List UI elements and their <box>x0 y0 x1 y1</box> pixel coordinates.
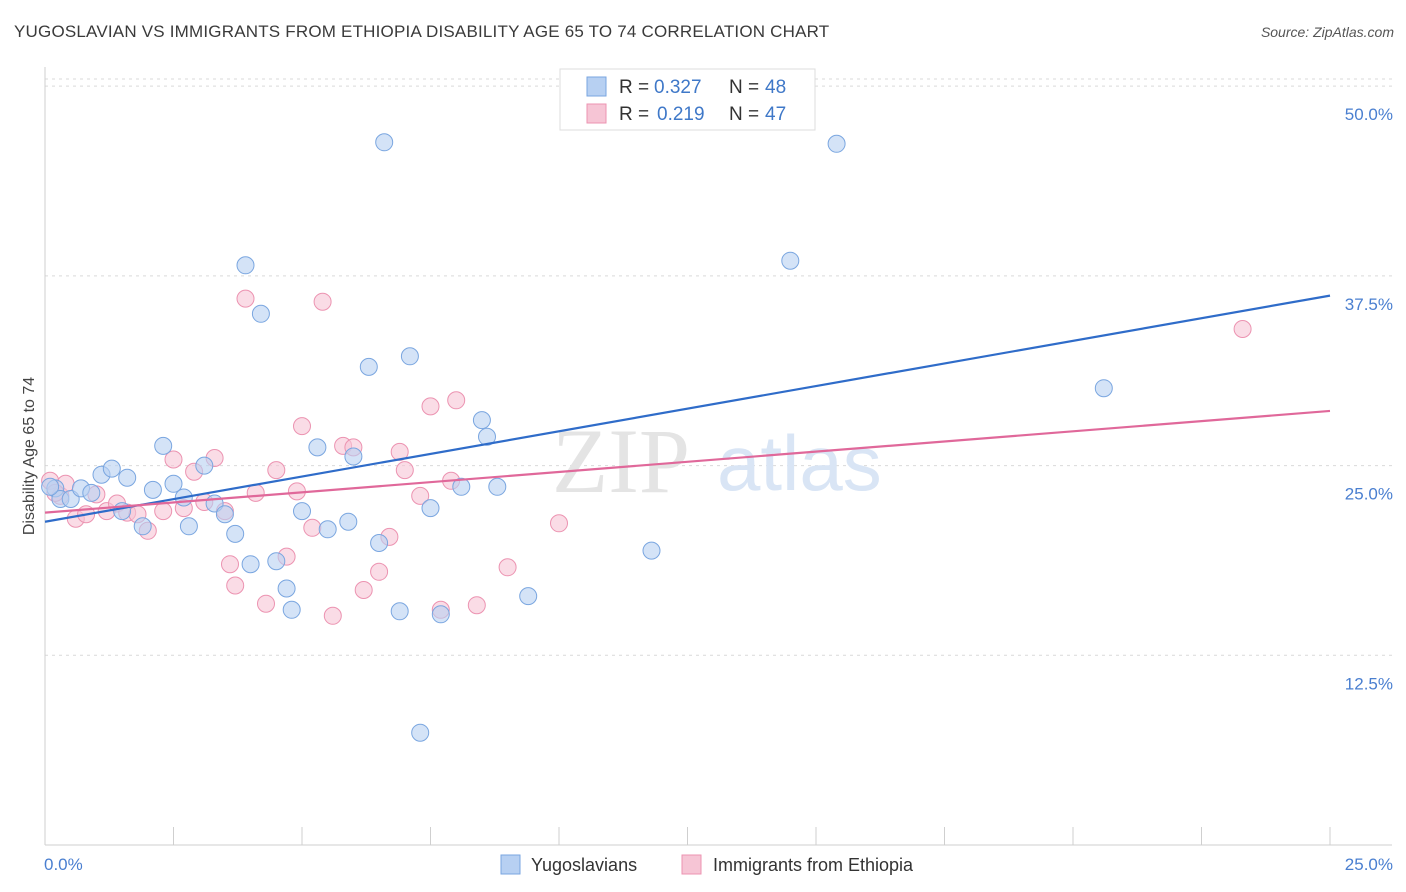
yugoslavian-point <box>472 411 491 430</box>
yugoslavian-point <box>370 534 389 552</box>
yugoslavian-point <box>375 133 394 152</box>
yugoslavian-point <box>431 605 450 624</box>
x-tick-label-max: 25.0% <box>1345 855 1393 874</box>
bottom-legend-swatch-pink <box>681 854 702 875</box>
yugoslavian-point <box>118 468 137 487</box>
ethiopia-point <box>447 391 466 410</box>
yugoslavian-point <box>478 427 496 446</box>
yugoslavian-point <box>293 502 311 521</box>
ethiopia-point <box>221 555 239 574</box>
ethiopia-point <box>293 417 311 436</box>
chart-title: YUGOSLAVIAN VS IMMIGRANTS FROM ETHIOPIA … <box>14 22 830 41</box>
legend-n-label-1: N = <box>729 77 759 98</box>
legend-swatch-blue <box>586 76 607 97</box>
watermark-atlas: atlas <box>717 419 882 507</box>
yugoslavian-point <box>642 541 661 560</box>
ethiopia-point <box>313 292 332 311</box>
ethiopia-point <box>236 289 255 308</box>
ethiopia-point <box>550 514 568 533</box>
ethiopia-point <box>421 397 440 416</box>
ethiopia-point <box>323 606 342 625</box>
ethiopia-point <box>467 596 486 615</box>
x-tick-label-min: 0.0% <box>44 855 83 874</box>
yugoslavian-point <box>164 474 183 493</box>
ethiopia-point <box>246 483 265 502</box>
yugoslavian-point <box>133 517 152 536</box>
y-tick-label: 50.0% <box>1345 105 1393 124</box>
watermark-zip: ZIP <box>552 410 690 512</box>
yugoslavian-point <box>282 600 301 619</box>
yugoslavian-point <box>102 459 121 478</box>
ethiopia-point <box>1233 320 1252 338</box>
y-tick-label: 37.5% <box>1345 295 1393 314</box>
bottom-legend-label-ethiopia: Immigrants from Ethiopia <box>713 855 914 875</box>
ethiopia-point <box>154 502 173 521</box>
ethiopia-point <box>498 558 517 577</box>
yugoslavian-point <box>215 505 234 524</box>
y-tick-label: 12.5% <box>1345 674 1393 693</box>
legend-r-label-1: R = <box>619 77 649 98</box>
legend-r-label-2: R = <box>619 104 649 125</box>
yugoslavian-point <box>318 520 337 539</box>
yugoslavian-point <box>390 602 409 621</box>
yugoslavian-point <box>277 579 296 598</box>
yugoslavian-point <box>267 552 286 571</box>
yugoslavian-point <box>179 517 198 536</box>
yugoslavian-point <box>1094 379 1113 398</box>
legend-n-value-2: 47 <box>765 104 786 125</box>
yugoslavian-point <box>82 483 101 502</box>
ethiopia-point <box>226 576 245 595</box>
yugoslavian-point <box>827 134 846 153</box>
series-yugoslavians-points <box>41 133 1113 742</box>
yugoslavian-point <box>344 447 363 466</box>
ethiopia-point <box>354 581 373 599</box>
ethiopia-point <box>257 594 275 613</box>
yugoslavian-point <box>241 555 260 574</box>
ethiopia-point <box>164 450 183 469</box>
legend-n-value-1: 48 <box>765 77 786 98</box>
bottom-legend: Yugoslavians Immigrants from Ethiopia <box>500 854 914 875</box>
yugoslavian-point <box>195 456 214 475</box>
y-tick-label: 25.0% <box>1345 485 1393 504</box>
ethiopia-trend-line <box>44 409 1331 514</box>
yugoslavian-point <box>519 587 538 606</box>
yugoslavian-point <box>421 499 440 518</box>
legend-r-value-1: 0.327 <box>654 77 702 98</box>
ethiopia-point <box>267 461 286 480</box>
yugoslavian-point <box>236 256 255 275</box>
watermark: ZIP atlas <box>552 410 882 512</box>
ethiopia-point <box>303 518 322 537</box>
yugoslavian-point <box>488 477 507 496</box>
legend-r-value-2: 0.219 <box>657 104 705 125</box>
yugoslavian-point <box>359 357 378 376</box>
yugoslavian-point <box>781 251 800 270</box>
yugoslavian-point <box>400 347 419 366</box>
trend-lines <box>44 294 1331 523</box>
y-axis-title: Disability Age 65 to 74 <box>21 377 38 535</box>
yugoslavian-point <box>251 304 270 323</box>
legend-swatch-pink <box>586 103 607 124</box>
bottom-legend-swatch-blue <box>500 854 521 875</box>
axes: 12.5% 25.0% 37.5% 50.0% 0.0% 25.0% <box>44 67 1393 874</box>
yugoslavian-point <box>308 438 327 457</box>
ethiopia-point <box>411 486 430 505</box>
yugoslavian-point <box>411 723 430 742</box>
yugoslavian-point <box>41 477 60 496</box>
yugoslavian-point <box>154 436 173 455</box>
ethiopia-point <box>370 562 389 581</box>
legend-box: R = 0.327 N = 48 R = 0.219 N = 47 <box>559 68 816 131</box>
bottom-legend-label-yugoslavians: Yugoslavians <box>531 855 637 875</box>
legend-n-label-2: N = <box>729 104 759 125</box>
source-label: Source: ZipAtlas.com <box>1260 24 1394 40</box>
yugoslavian-point <box>339 512 358 531</box>
ethiopia-point <box>395 461 414 480</box>
yugoslavian-point <box>226 524 245 543</box>
yugoslavian-point <box>452 477 471 496</box>
yugoslavian-trend-line <box>44 294 1331 523</box>
yugoslavian-point <box>143 480 162 499</box>
